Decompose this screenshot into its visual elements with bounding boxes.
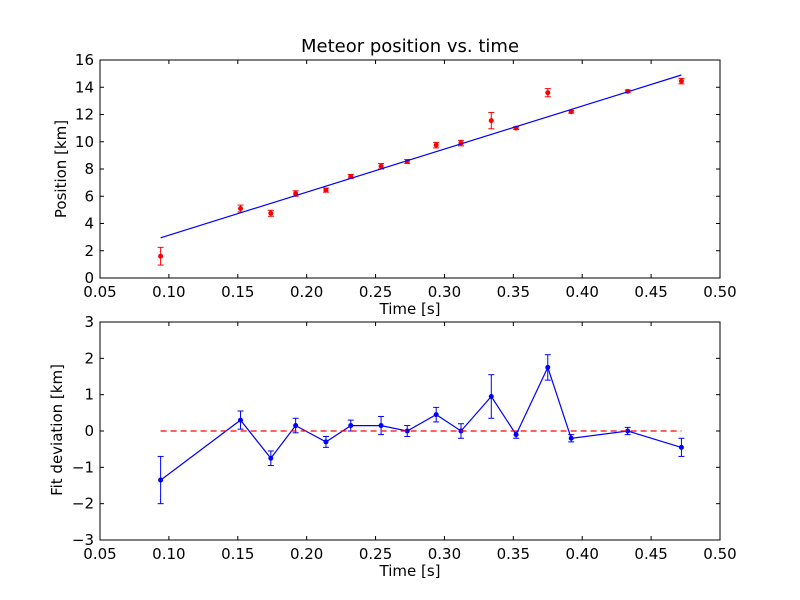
x-tick-label: 0.45 [634, 545, 667, 563]
data-point [348, 423, 354, 429]
data-point [433, 142, 439, 148]
deviation-plot-area: 0.05 0.10 0.15 0.20 0.25 0.30 0.35 0.40 0.45 0.50… [72, 313, 737, 563]
data-point [513, 432, 519, 438]
data-point [323, 439, 329, 445]
data-point [625, 428, 631, 434]
data-point [158, 253, 164, 259]
y-tick-label: 14 [75, 78, 94, 96]
x-tick-label: 0.50 [703, 283, 736, 301]
deviation-chart-xlabel: Time [s] [379, 562, 441, 580]
y-tick-label: 0 [84, 422, 94, 440]
data-point [433, 412, 439, 418]
x-tick-label: 0.25 [359, 283, 392, 301]
y-tick-label: 10 [75, 133, 94, 151]
position-chart-xlabel: Time [s] [379, 300, 441, 318]
data-point [323, 187, 329, 193]
y-tick-label: −1 [72, 458, 94, 476]
y-tick-label: 12 [75, 106, 94, 124]
data-point [293, 423, 299, 429]
x-tick-label: 0.25 [359, 545, 392, 563]
data-point [404, 428, 410, 434]
x-tick-label: 0.40 [566, 545, 599, 563]
data-point [378, 163, 384, 169]
y-tick-label: 2 [84, 242, 94, 260]
data-point [238, 206, 244, 212]
y-tick-label: 16 [75, 51, 94, 69]
series-0 [157, 354, 685, 505]
position-plot-area: 0.05 0.10 0.15 0.20 0.25 0.30 0.35 0.40 0.45 0.50… [75, 51, 737, 301]
y-tick-label: 0 [84, 269, 94, 287]
data-point [378, 423, 384, 429]
data-point [268, 455, 274, 461]
x-tick-label: 0.10 [152, 545, 185, 563]
deviation-chart-ylabel: Fit deviation [km] [48, 364, 66, 496]
data-point [678, 444, 684, 450]
x-tick-label: 0.20 [290, 545, 323, 563]
data-point [488, 393, 494, 399]
deviation-chart: 0.05 0.10 0.15 0.20 0.25 0.30 0.35 0.40 0.45 0.50… [48, 313, 737, 580]
x-tick-label: 0.15 [221, 283, 254, 301]
x-tick-label: 0.35 [497, 283, 530, 301]
data-point [488, 118, 494, 124]
position-chart-ylabel: Position [km] [52, 120, 70, 218]
data-point [545, 90, 551, 96]
y-tick-label: −2 [72, 495, 94, 513]
series-1 [160, 74, 682, 239]
y-tick-label: −3 [72, 531, 94, 549]
x-tick-label: 0.45 [634, 283, 667, 301]
data-point [238, 417, 244, 423]
data-point [158, 477, 164, 483]
data-point [678, 78, 684, 84]
y-tick-label: 3 [84, 313, 94, 331]
position-chart: Meteor position vs. time 0.05 0.10 0.15 0.2… [52, 36, 737, 318]
x-tick-label: 0.35 [497, 545, 530, 563]
data-point [568, 435, 574, 441]
x-tick-label: 0.30 [428, 283, 461, 301]
x-tick-label: 0.40 [566, 283, 599, 301]
y-tick-label: 4 [84, 215, 94, 233]
deviation-line [160, 365, 682, 481]
data-point [268, 210, 274, 216]
x-tick-label: 0.05 [83, 545, 116, 563]
y-tick-label: 1 [84, 386, 94, 404]
position-chart-title: Meteor position vs. time [301, 36, 519, 57]
data-point [568, 109, 574, 115]
x-tick-label: 0.15 [221, 545, 254, 563]
y-tick-label: 8 [84, 160, 94, 178]
x-tick-label: 0.05 [83, 283, 116, 301]
y-tick-label: 6 [84, 187, 94, 205]
data-point [545, 364, 551, 370]
x-tick-label: 0.10 [152, 283, 185, 301]
x-tick-label: 0.50 [703, 545, 736, 563]
x-tick-label: 0.30 [428, 545, 461, 563]
x-tick-label: 0.20 [290, 283, 323, 301]
y-tick-label: 2 [84, 349, 94, 367]
fit-line [160, 74, 682, 239]
